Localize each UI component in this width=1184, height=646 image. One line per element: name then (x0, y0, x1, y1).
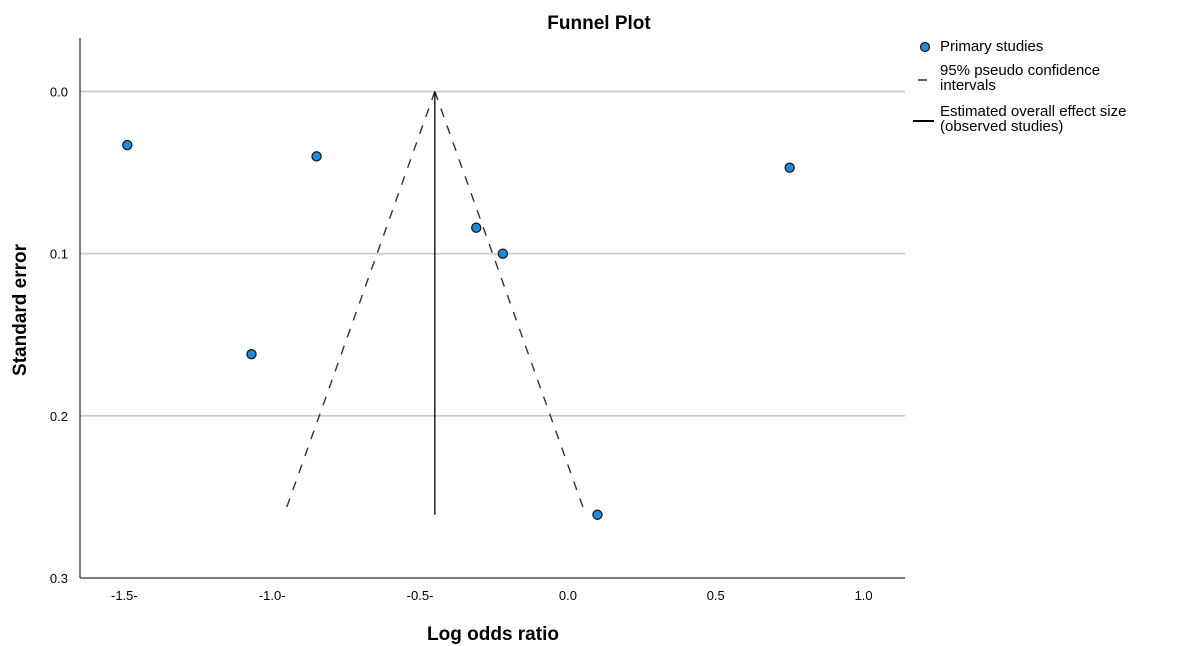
tick-labels: 0.0 0.1 0.2 0.3 -1.5- -1.0- -0.5- 0.0 0.5 1.0 (50, 85, 873, 603)
y-tick-label: 0.0 (50, 85, 68, 100)
axes (79, 38, 905, 579)
gridlines (80, 90, 905, 417)
y-tick-label: 0.3 (50, 571, 68, 586)
legend: Primary studies 95% pseudo confidenceinte… (913, 38, 1126, 135)
legend-label: Estimated overall effect size (940, 103, 1126, 120)
study-point (497, 248, 509, 259)
confidence-interval-line (434, 91, 587, 515)
study-point (784, 162, 795, 173)
confidence-interval-line (283, 91, 436, 515)
y-tick-label: 0.2 (50, 409, 68, 424)
study-point (246, 349, 257, 360)
legend-label: 95% pseudo confidence (940, 62, 1100, 79)
x-tick-label: 0.0 (559, 588, 577, 603)
x-tick-label: -1.0- (259, 588, 286, 603)
legend-label: intervals (940, 77, 996, 94)
legend-marker-circle (919, 41, 931, 53)
x-tick-label: 0.5 (707, 588, 725, 603)
plot-area (122, 91, 795, 520)
study-point (471, 222, 482, 233)
x-tick-label: -1.5- (111, 588, 138, 603)
x-axis-title: Log odds ratio (427, 624, 559, 645)
x-tick-label: -0.5- (407, 588, 434, 603)
study-point (311, 151, 322, 162)
study-point (122, 139, 133, 151)
study-point (592, 509, 603, 520)
legend-label: Primary studies (940, 38, 1043, 55)
y-tick-label: 0.1 (50, 247, 68, 262)
chart-title: Funnel Plot (547, 13, 651, 34)
y-axis-title: Standard error (10, 243, 31, 376)
legend-label: (observed studies) (940, 118, 1063, 135)
x-tick-label: 1.0 (855, 588, 873, 603)
